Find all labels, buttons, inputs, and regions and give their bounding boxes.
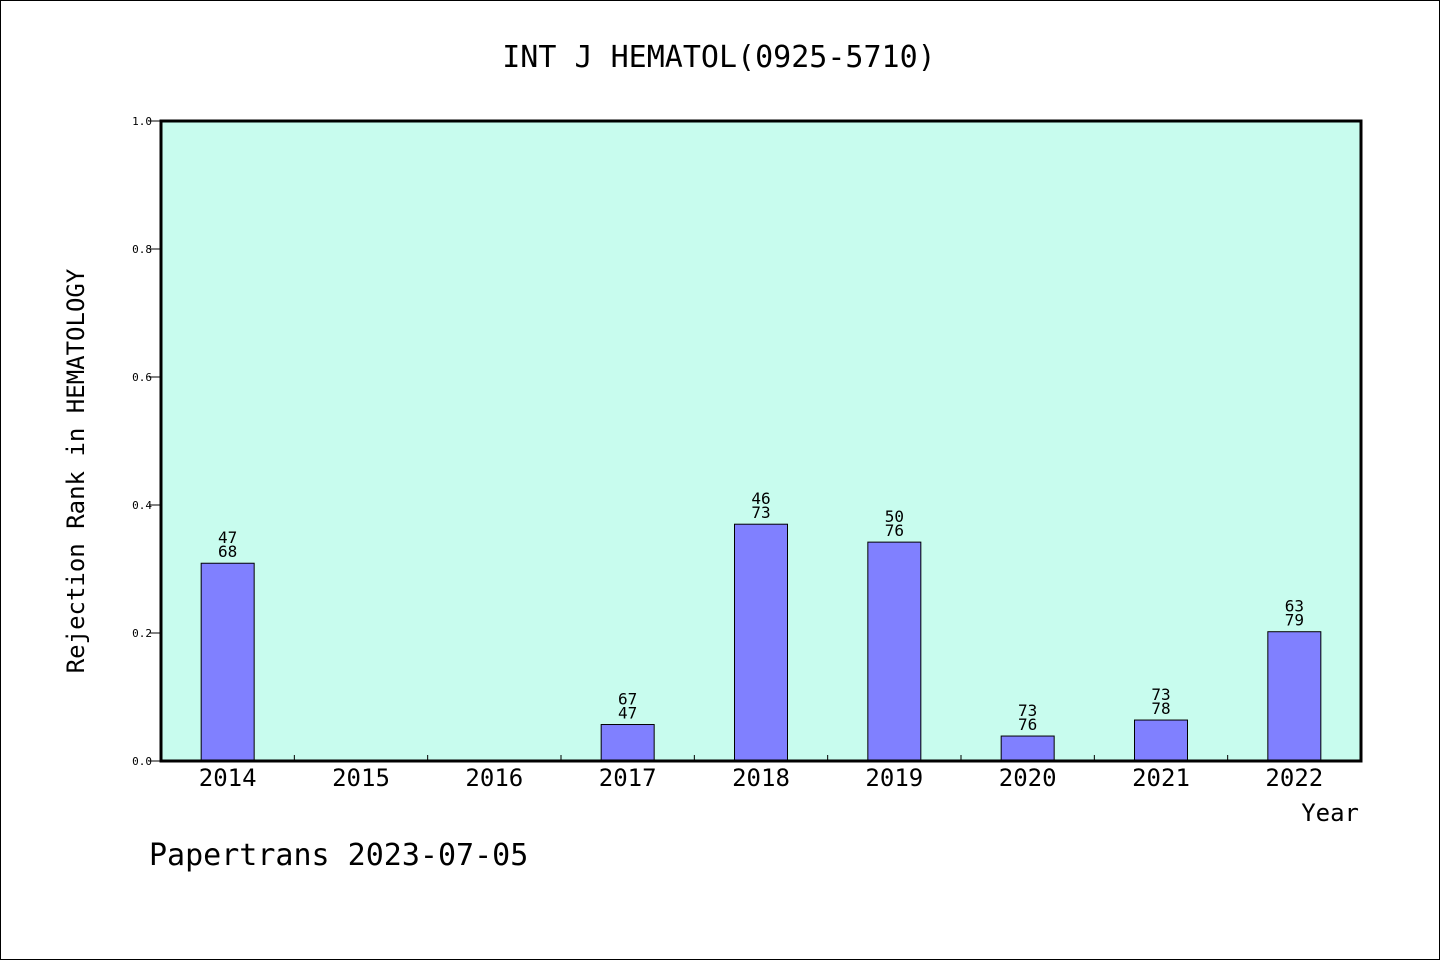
y-tick-label: 0.2 bbox=[132, 627, 152, 640]
plot-border bbox=[159, 119, 1363, 763]
data-label-2017-bottom: 47 bbox=[618, 704, 637, 723]
x-tick-label-2020: 2020 bbox=[999, 764, 1057, 792]
x-tick-label-2017: 2017 bbox=[599, 764, 657, 792]
data-label-2022-top: 63 bbox=[1285, 597, 1304, 616]
bar-2019 bbox=[867, 541, 922, 762]
x-tick-label-2014: 2014 bbox=[199, 764, 257, 792]
y-tick-label: 0.4 bbox=[132, 499, 152, 512]
footer-watermark: Papertrans 2023-07-05 bbox=[149, 838, 528, 873]
x-tick-label-2016: 2016 bbox=[465, 764, 523, 792]
data-label-2022-bottom: 79 bbox=[1285, 611, 1304, 630]
x-axis-label: Year bbox=[1301, 799, 1359, 827]
bar-2018 bbox=[734, 523, 788, 762]
y-tick-label: 0.8 bbox=[132, 243, 152, 256]
y-axis-label: Rejection Rank in HEMATOLOGY bbox=[62, 268, 90, 673]
data-label-2014-bottom: 68 bbox=[218, 542, 237, 561]
data-label-2014-top: 47 bbox=[218, 528, 237, 547]
x-tick-label-2015: 2015 bbox=[332, 764, 390, 792]
data-label-2018-bottom: 73 bbox=[751, 503, 770, 522]
data-label-2021-bottom: 78 bbox=[1151, 699, 1170, 718]
y-tick-label: 0.6 bbox=[132, 371, 152, 384]
data-label-2018-top: 46 bbox=[751, 489, 770, 508]
data-label-2017-top: 67 bbox=[618, 690, 637, 709]
x-tick-label-2018: 2018 bbox=[732, 764, 790, 792]
data-label-2021-top: 73 bbox=[1151, 685, 1170, 704]
bar-2020 bbox=[1000, 735, 1055, 762]
data-label-2020-top: 73 bbox=[1018, 701, 1037, 720]
data-label-2019-top: 50 bbox=[885, 507, 904, 526]
y-tick-label: 0.0 bbox=[132, 755, 152, 768]
x-tick-label-2019: 2019 bbox=[865, 764, 923, 792]
chart-title: INT J HEMATOL(0925-5710) bbox=[502, 40, 935, 75]
bar-2014 bbox=[200, 562, 255, 762]
bar-2022 bbox=[1267, 631, 1322, 762]
y-axis: 0.0 0.2 0.4 0.6 0.8 1.0 bbox=[132, 115, 161, 768]
x-axis: 2014 2015 2016 2017 2018 2019 2020 2021 2022 bbox=[199, 755, 1323, 792]
bar-2021 bbox=[1134, 719, 1188, 762]
x-tick-label-2021: 2021 bbox=[1132, 764, 1190, 792]
data-label-2019-bottom: 76 bbox=[885, 521, 904, 540]
x-tick-label-2022: 2022 bbox=[1265, 764, 1323, 792]
y-tick-label: 1.0 bbox=[132, 115, 152, 128]
bars-layer bbox=[200, 523, 1322, 762]
data-label-2020-bottom: 76 bbox=[1018, 715, 1037, 734]
bar-2017 bbox=[600, 724, 655, 762]
